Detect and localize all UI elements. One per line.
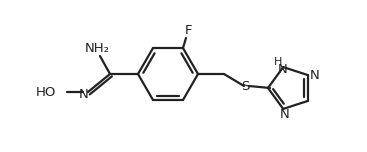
Text: NH₂: NH₂: [84, 43, 109, 55]
Text: H: H: [274, 57, 282, 67]
Text: N: N: [279, 108, 289, 121]
Text: N: N: [310, 69, 320, 82]
Text: HO: HO: [36, 85, 56, 98]
Text: S: S: [241, 79, 249, 93]
Text: N: N: [79, 88, 89, 100]
Text: N: N: [277, 63, 287, 76]
Text: F: F: [185, 24, 193, 36]
